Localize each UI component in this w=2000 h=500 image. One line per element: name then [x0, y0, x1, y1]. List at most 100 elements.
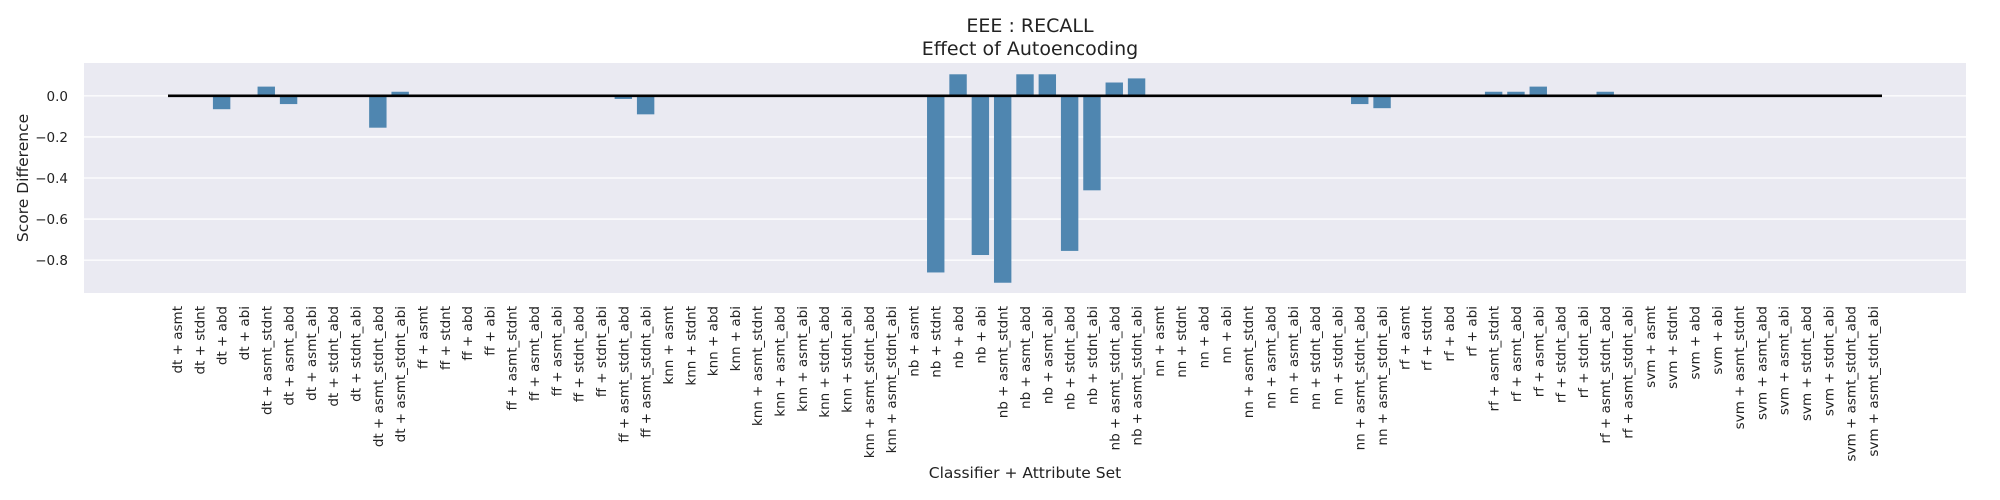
x-tick-labels: dt + asmt dt + stdnt dt + abd dt + abi dt + … [170, 306, 1882, 461]
x-tick-label: dt + abd [215, 306, 231, 365]
y-tick-label: −0.2 [35, 130, 68, 146]
bar [949, 74, 967, 96]
x-tick-label: nb + stdnt_abi [1085, 306, 1101, 405]
bar [1507, 91, 1525, 96]
bar [1351, 95, 1369, 105]
y-axis-label: Score Difference [14, 114, 32, 242]
x-tick-label: svm + stdnt_abi [1821, 306, 1837, 416]
x-tick-label: nb + stdnt_abd [1063, 306, 1079, 410]
x-tick-label: nb + asmt [906, 306, 922, 377]
bar [1596, 91, 1614, 96]
bar [1373, 95, 1391, 109]
x-tick-label: nb + asmt_abi [1040, 306, 1056, 404]
x-tick-label: nn + asmt_stdnt [1241, 306, 1257, 418]
x-tick-label: rf + asmt_stdnt_abd [1598, 306, 1614, 444]
bar [1484, 91, 1503, 96]
x-tick-label: knn + abd [706, 306, 722, 376]
x-tick-label: rf + stdnt_abd [1554, 306, 1570, 403]
x-tick-label: ff + stdnt_abd [572, 306, 588, 402]
x-tick-label: svm + abi [1710, 306, 1726, 375]
x-tick-label: ff + abi [482, 306, 498, 356]
x-tick-label: knn + abi [728, 306, 744, 371]
x-tick-label: rf + stdnt_abi [1576, 306, 1592, 398]
x-tick-label: dt + abi [237, 306, 253, 360]
bar [1083, 95, 1101, 191]
bar [636, 95, 655, 115]
x-tick-label: dt + stdnt_abd [326, 306, 342, 407]
bar [369, 95, 387, 128]
x-tick-label: svm + asmt_stdnt_abi [1866, 306, 1882, 457]
x-tick-label: dt + asmt_abd [282, 306, 298, 406]
bar [993, 95, 1012, 283]
x-tick-label: dt + asmt [170, 306, 186, 374]
x-tick-label: nn + stdnt_abi [1330, 306, 1346, 405]
x-tick-label: nn + stdnt_abd [1308, 306, 1324, 410]
chart-subtitle: Effect of Autoencoding [922, 38, 1138, 60]
bar [927, 95, 945, 273]
y-tick-label: −0.4 [35, 171, 68, 187]
x-tick-label: svm + stdnt_abd [1799, 306, 1815, 421]
x-tick-label: ff + asmt_stdnt_abd [616, 306, 632, 443]
x-tick-label: svm + asmt_stdnt [1732, 306, 1748, 429]
bar [1060, 95, 1079, 251]
x-tick-label: dt + stdnt_abi [349, 306, 365, 402]
y-tick-label: −0.8 [35, 253, 68, 269]
x-tick-label: nb + asmt_abd [1018, 306, 1034, 409]
x-tick-label: knn + stdnt_abi [839, 306, 855, 413]
x-tick-label: dt + asmt_stdnt_abi [393, 306, 409, 442]
x-tick-label: ff + asmt_abi [549, 306, 565, 396]
x-tick-label: ff + asmt_stdnt_abi [639, 306, 655, 438]
bar [614, 95, 633, 99]
x-tick-label: knn + stdnt_abd [817, 306, 833, 418]
x-tick-label: rf + abi [1464, 306, 1480, 357]
bar [1038, 74, 1057, 96]
x-tick-label: knn + asmt_abd [773, 306, 789, 417]
x-tick-label: rf + asmt_abd [1509, 306, 1525, 402]
bar [257, 86, 275, 96]
x-tick-label: ff + stdnt [438, 306, 454, 370]
x-tick-label: dt + asmt_stdnt [259, 306, 275, 415]
bar [279, 95, 298, 105]
bars [212, 74, 1614, 283]
x-tick-label: nn + abd [1197, 306, 1213, 368]
x-tick-label: svm + asmt_abi [1777, 306, 1793, 415]
x-tick-label: nn + asmt [1152, 306, 1168, 377]
x-tick-label: nn + asmt_stdnt_abd [1353, 306, 1369, 450]
x-tick-label: knn + stdnt [683, 306, 699, 386]
x-tick-label: rf + asmt_stdnt [1487, 306, 1503, 411]
bar [1127, 78, 1146, 96]
x-tick-label: nn + asmt_abd [1263, 306, 1279, 409]
x-tick-label: nb + abd [951, 306, 967, 368]
x-tick-label: nb + asmt_stdnt [996, 306, 1012, 418]
x-tick-label: nn + asmt_abi [1286, 306, 1302, 404]
x-tick-label: nb + asmt_stdnt_abd [1107, 306, 1123, 450]
x-tick-label: rf + asmt_abi [1531, 306, 1547, 397]
y-tick-labels: 0.0 −0.2 −0.4 −0.6 −0.8 [35, 89, 68, 269]
x-tick-label: nb + asmt_stdnt_abi [1130, 306, 1146, 446]
x-tick-label: knn + asmt_abi [795, 306, 811, 412]
x-tick-label: rf + abd [1442, 306, 1458, 362]
x-tick-label: ff + asmt_stdnt [505, 306, 521, 410]
bar [971, 95, 990, 256]
x-tick-label: dt + stdnt [192, 306, 208, 375]
x-tick-label: nn + abi [1219, 306, 1235, 364]
y-tick-label: 0.0 [47, 89, 68, 105]
x-tick-label: dt + asmt_abi [304, 306, 320, 401]
x-tick-label: ff + asmt_abd [527, 306, 543, 401]
x-tick-label: rf + asmt [1397, 306, 1413, 370]
chart-title: EEE : RECALL [966, 15, 1094, 37]
bar [1016, 74, 1034, 96]
x-tick-label: knn + asmt_stdnt_abd [862, 306, 878, 458]
bar [1105, 82, 1123, 96]
x-tick-label: ff + abd [460, 306, 476, 361]
x-tick-label: svm + asmt [1643, 306, 1659, 388]
x-tick-label: nn + asmt_stdnt_abi [1375, 306, 1391, 446]
x-tick-label: nb + abi [973, 306, 989, 364]
x-tick-label: knn + asmt [661, 306, 677, 385]
x-tick-label: rf + asmt_stdnt_abi [1621, 306, 1637, 439]
y-tick-label: −0.6 [35, 212, 68, 228]
x-tick-label: svm + abd [1687, 306, 1703, 379]
x-tick-label: svm + asmt_stdnt_abd [1844, 306, 1860, 461]
